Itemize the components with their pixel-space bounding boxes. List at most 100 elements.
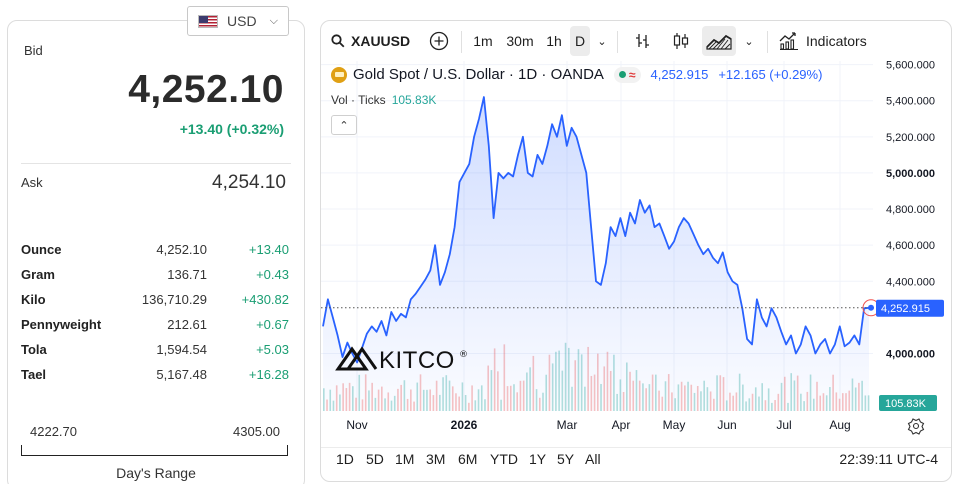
price-area-fill xyxy=(323,97,869,411)
unit-row: Gram 136.71 +0.43 xyxy=(21,262,289,287)
range-all[interactable]: All xyxy=(585,451,601,467)
interval-1h[interactable]: 1h xyxy=(546,33,562,49)
collapse-legend-button[interactable]: ⌃ xyxy=(331,115,357,135)
x-tick-label: May xyxy=(663,418,686,432)
price-chart[interactable]: 5,600.000 5,400.000 5,200.000 5,000.000 4,80… xyxy=(321,21,952,445)
unit-change: +5.03 xyxy=(256,342,289,357)
chart-style-dropdown[interactable]: ⌄ xyxy=(740,26,758,56)
bar-chart-style-icon xyxy=(636,34,649,48)
y-tick-label: 5,400.000 xyxy=(886,96,935,108)
x-tick-label: Mar xyxy=(557,418,578,432)
quote-panel: Bid 4,252.10 +13.40 (+0.32%) Ask 4,254.1… xyxy=(7,20,305,484)
indicators-button[interactable]: Indicators xyxy=(779,26,867,56)
range-1d[interactable]: 1D xyxy=(336,451,354,467)
divider xyxy=(321,447,951,448)
market-open-icon xyxy=(618,71,626,78)
last-price-dot xyxy=(868,304,874,311)
area-chart-icon xyxy=(706,34,732,50)
chevron-down-icon: ⌵ xyxy=(269,14,278,27)
x-tick-label: 2026 xyxy=(451,418,478,432)
unit-row: Tola 1,594.54 +5.03 xyxy=(21,337,289,362)
volume-label: Vol · Ticks xyxy=(331,93,386,107)
gold-symbol-icon xyxy=(331,66,347,83)
interval-1m[interactable]: 1m xyxy=(473,33,493,49)
chart-panel: XAUUSD 1m 30m 1h D ⌄ ⌄ Indicators 5 xyxy=(320,20,952,482)
candles-style-button[interactable] xyxy=(669,26,693,56)
registered-mark: ® xyxy=(459,350,468,360)
y-tick-label: 4,400.000 xyxy=(886,276,935,288)
interval-dropdown[interactable]: ⌄ xyxy=(593,26,611,56)
currency-selector[interactable]: USD ⌵ xyxy=(187,6,289,36)
unit-name: Pennyweight xyxy=(21,317,102,332)
unit-change: +16.28 xyxy=(248,367,289,382)
volume-tag xyxy=(879,395,937,411)
unit-price: 212.61 xyxy=(167,317,207,332)
bid-change: +13.40 (+0.32%) xyxy=(179,121,284,137)
unit-row: Kilo 136,710.29 +430.82 xyxy=(21,287,289,312)
currency-code: USD xyxy=(227,13,257,29)
unit-name: Gram xyxy=(21,267,55,282)
toolbar-divider xyxy=(461,31,462,53)
search-icon xyxy=(331,34,345,48)
x-tick-label: Aug xyxy=(829,418,850,432)
volume-tag-label: 105.83K xyxy=(885,398,927,410)
ask-label: Ask xyxy=(21,175,43,190)
candlestick-icon xyxy=(673,33,689,49)
unit-price: 4,252.10 xyxy=(156,242,207,257)
indicators-icon xyxy=(779,32,798,50)
last-price-tag-label: 4,252.915 xyxy=(881,303,930,315)
bars-style-button[interactable] xyxy=(631,26,655,56)
compare-button[interactable] xyxy=(427,26,451,56)
interval-d[interactable]: D xyxy=(570,26,590,56)
area-style-button[interactable] xyxy=(702,26,736,56)
range-5d[interactable]: 5D xyxy=(366,451,384,467)
indicators-label: Indicators xyxy=(806,33,867,49)
range-low: 4222.70 xyxy=(30,424,77,439)
day-range-label: Day's Range xyxy=(116,465,196,481)
volume-legend: Vol · Ticks 105.83K xyxy=(331,93,436,107)
day-range-bar xyxy=(21,445,288,456)
unit-table: Ounce 4,252.10 +13.40 Gram 136.71 +0.43 … xyxy=(21,237,289,387)
chart-legend: Gold Spot / U.S. Dollar · 1D · OANDA ≈ 4… xyxy=(331,66,822,83)
unit-row: Pennyweight 212.61 +0.67 xyxy=(21,312,289,337)
kitco-logo xyxy=(335,346,378,371)
range-bar: 1D 5D 1M 3M 6M YTD 1Y 5Y All 22:39:11 UT… xyxy=(321,447,951,473)
unit-name: Kilo xyxy=(21,292,46,307)
unit-row: Ounce 4,252.10 +13.40 xyxy=(21,237,289,262)
unit-price: 136.71 xyxy=(167,267,207,282)
interval-30m[interactable]: 30m xyxy=(506,33,534,49)
ask-price: 4,254.10 xyxy=(212,172,286,193)
last-price-tag xyxy=(876,299,944,317)
unit-name: Tael xyxy=(21,367,47,382)
range-6m[interactable]: 6M xyxy=(458,451,478,467)
legend-title: Gold Spot / U.S. Dollar · 1D · OANDA xyxy=(353,66,604,83)
range-ytd[interactable]: YTD xyxy=(490,451,518,467)
symbol-search-button[interactable]: XAUUSD xyxy=(331,26,410,56)
chevron-down-icon: ⌄ xyxy=(744,35,754,48)
legend-price: 4,252.915 xyxy=(650,67,709,82)
toolbar-divider xyxy=(767,31,768,53)
y-tick-label: 5,200.000 xyxy=(886,132,935,144)
range-1y[interactable]: 1Y xyxy=(529,451,547,467)
unit-change: +430.82 xyxy=(241,292,289,307)
clock: 22:39:11 UTC-4 xyxy=(839,451,938,467)
range-high: 4305.00 xyxy=(233,424,280,439)
chevron-down-icon: ⌄ xyxy=(597,35,607,48)
y-tick-label: 4,800.000 xyxy=(886,204,935,216)
range-5y[interactable]: 5Y xyxy=(557,451,575,467)
range-1m[interactable]: 1M xyxy=(395,451,415,467)
gear-icon[interactable] xyxy=(907,418,925,435)
x-tick-label: Jun xyxy=(717,418,736,432)
bid-price: 4,252.10 xyxy=(128,68,284,111)
y-tick-label: 5,000.000 xyxy=(886,168,935,180)
price-line xyxy=(322,96,870,364)
unit-change: +13.40 xyxy=(248,242,289,257)
chart-toolbar: XAUUSD 1m 30m 1h D ⌄ ⌄ Indicators xyxy=(321,21,951,61)
unit-row: Tael 5,167.48 +16.28 xyxy=(21,362,289,387)
unit-name: Ounce xyxy=(21,242,62,257)
x-tick-label: Nov xyxy=(346,418,367,432)
range-3m[interactable]: 3M xyxy=(426,451,446,467)
y-tick-label: 4,000.000 xyxy=(886,348,935,360)
x-tick-label: Jul xyxy=(776,418,791,432)
volume-value: 105.83K xyxy=(391,93,437,107)
